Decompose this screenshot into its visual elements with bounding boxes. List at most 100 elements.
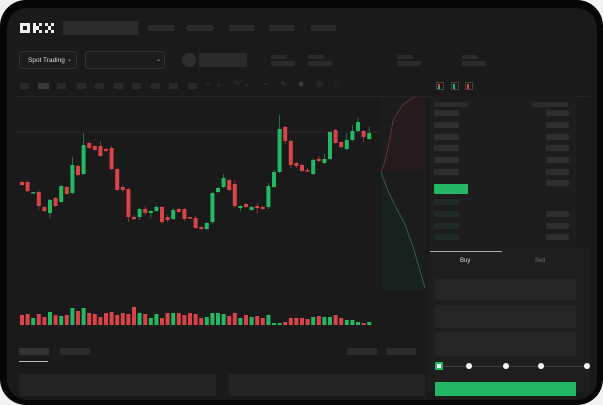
- tab-order-history[interactable]: [60, 348, 90, 355]
- filter-button[interactable]: [386, 348, 416, 355]
- pair-dropdown[interactable]: ⌄: [85, 51, 165, 69]
- candle-body: [126, 189, 131, 217]
- okx-logo[interactable]: [20, 21, 57, 33]
- volume-bar: [36, 314, 41, 325]
- slider-handle[interactable]: [435, 362, 443, 370]
- candle-body: [288, 141, 293, 165]
- volume-bar: [188, 313, 192, 325]
- candle-body: [171, 210, 176, 219]
- settings-icon[interactable]: ◎: [316, 81, 328, 88]
- order-book-view-both-icon[interactable]: [436, 82, 444, 90]
- interval-button[interactable]: [114, 83, 123, 89]
- candle-body: [48, 200, 52, 213]
- market-type-label: Spot Trading: [28, 56, 65, 64]
- price-input[interactable]: [435, 279, 576, 300]
- volume-bar: [266, 315, 271, 325]
- volume-bar: [305, 319, 310, 325]
- interval-button[interactable]: [188, 83, 197, 89]
- pair-price: [199, 53, 247, 67]
- nav-item[interactable]: [229, 25, 255, 31]
- total-input[interactable]: [435, 332, 576, 356]
- candle-body: [316, 159, 321, 161]
- bid-amount: [546, 223, 569, 229]
- fullscreen-icon[interactable]: □: [334, 81, 344, 88]
- tab-sell[interactable]: Sell: [535, 258, 546, 264]
- stat-label: [462, 55, 478, 59]
- slider-stop-100[interactable]: [584, 363, 590, 369]
- interval-button-active[interactable]: [38, 83, 49, 89]
- volume-bar: [109, 312, 114, 325]
- interval-button[interactable]: [95, 83, 104, 89]
- filter-button[interactable]: [347, 348, 377, 355]
- slider-track[interactable]: [439, 366, 587, 367]
- stat-value: [308, 61, 332, 66]
- divider: [14, 96, 590, 97]
- volume-bar: [182, 315, 187, 325]
- slider-stop-25[interactable]: [466, 363, 472, 369]
- bid-amount: [546, 211, 569, 217]
- candle-body: [176, 209, 181, 212]
- volume-bar: [232, 313, 237, 325]
- volume-bar: [160, 318, 164, 325]
- volume-bar: [333, 315, 338, 325]
- amount-input[interactable]: [435, 305, 576, 328]
- interval-button[interactable]: [132, 83, 141, 89]
- line-icon[interactable]: ∼: [262, 81, 274, 88]
- ask-amount: [546, 145, 569, 151]
- volume-bar: [25, 314, 30, 325]
- last-price: [434, 184, 468, 194]
- market-type-dropdown[interactable]: Spot Trading ⌄: [19, 51, 77, 69]
- interval-button[interactable]: [169, 83, 178, 89]
- tab-open-orders[interactable]: [19, 348, 49, 355]
- tab-buy[interactable]: Buy: [460, 258, 471, 264]
- candle-body: [328, 132, 332, 159]
- candle-body: [311, 160, 316, 174]
- stat-value: [462, 61, 486, 66]
- nav-item[interactable]: [269, 25, 295, 31]
- volume-bar: [20, 315, 24, 325]
- search-bar[interactable]: [63, 21, 138, 35]
- nav-item[interactable]: [311, 25, 336, 31]
- volume-bar: [137, 313, 142, 325]
- interval-button[interactable]: [20, 83, 29, 89]
- candle-body: [221, 178, 226, 187]
- ask-amount: [546, 169, 569, 175]
- volume-bar: [277, 323, 282, 325]
- slider-stop-50[interactable]: [503, 363, 509, 369]
- order-book-view-asks-icon[interactable]: [465, 82, 473, 90]
- volume-bar: [148, 318, 153, 325]
- pencil-icon[interactable]: ✎: [280, 81, 292, 88]
- interval-button[interactable]: [77, 83, 86, 89]
- volume-bar: [350, 320, 355, 325]
- depth-asks-line: [380, 96, 415, 173]
- order-book-view-bids-icon[interactable]: [451, 82, 459, 90]
- volume-bar: [316, 316, 321, 325]
- nav-item[interactable]: [187, 25, 213, 31]
- interval-button[interactable]: [151, 83, 160, 89]
- volume-bar: [53, 315, 58, 325]
- buy-button[interactable]: [435, 382, 576, 396]
- volume-bar: [143, 314, 148, 325]
- volume-bar: [300, 318, 304, 325]
- ask-amount: [546, 110, 569, 116]
- chart-tools[interactable]: ∼⌄ ↷⌄ ∼ ✎ ◉ ◎ □: [205, 80, 350, 92]
- volume-bar: [199, 318, 204, 325]
- nav-item[interactable]: [148, 25, 175, 31]
- drawing-icon[interactable]: ↷⌄: [233, 81, 256, 88]
- chevron-down-icon: ⌄: [67, 57, 73, 63]
- volume-bar: [344, 320, 349, 325]
- slider-stop-75[interactable]: [538, 363, 544, 369]
- interval-button[interactable]: [57, 83, 66, 89]
- volume-bar: [249, 317, 254, 325]
- orders-panel-right: [229, 374, 425, 396]
- candle-body: [238, 206, 243, 208]
- indicator-icon[interactable]: ∼⌄: [205, 81, 227, 88]
- volume-bar: [272, 323, 276, 325]
- volume-bar: [238, 318, 243, 325]
- candle-body: [305, 170, 310, 172]
- camera-icon[interactable]: ◉: [298, 81, 310, 88]
- volume-bar: [154, 314, 159, 325]
- candle-body: [199, 227, 204, 229]
- candle-body: [356, 122, 360, 131]
